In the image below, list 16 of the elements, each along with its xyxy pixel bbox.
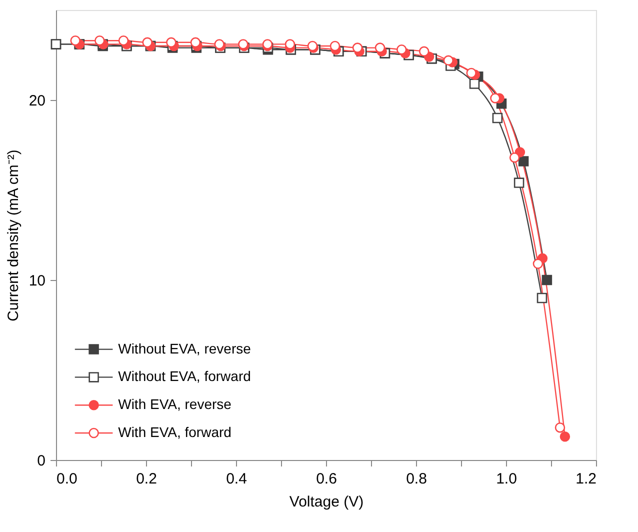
y-tick-label: 20 bbox=[28, 92, 46, 110]
x-axis-title: Voltage (V) bbox=[289, 494, 364, 510]
legend-label: With EVA, reverse bbox=[118, 396, 232, 412]
y-axis-title: Current density (mA cm⁻²) bbox=[4, 150, 22, 322]
x-tick-label: 0.2 bbox=[136, 470, 157, 488]
x-tick-label: 1.2 bbox=[576, 470, 596, 488]
x-tick-label: 0.8 bbox=[406, 470, 427, 488]
x-tick-label: 0.4 bbox=[226, 470, 247, 488]
x-tick-label: 1.0 bbox=[496, 470, 517, 488]
legend-label: With EVA, forward bbox=[118, 424, 232, 440]
x-tick-label: 0.0 bbox=[56, 470, 78, 488]
y-tick-label: 10 bbox=[28, 272, 46, 290]
y-tick-label: 0 bbox=[37, 452, 46, 470]
x-tick-label: 0.6 bbox=[316, 470, 337, 488]
legend-label: Without EVA, forward bbox=[118, 368, 251, 384]
legend-label: Without EVA, reverse bbox=[118, 340, 252, 356]
